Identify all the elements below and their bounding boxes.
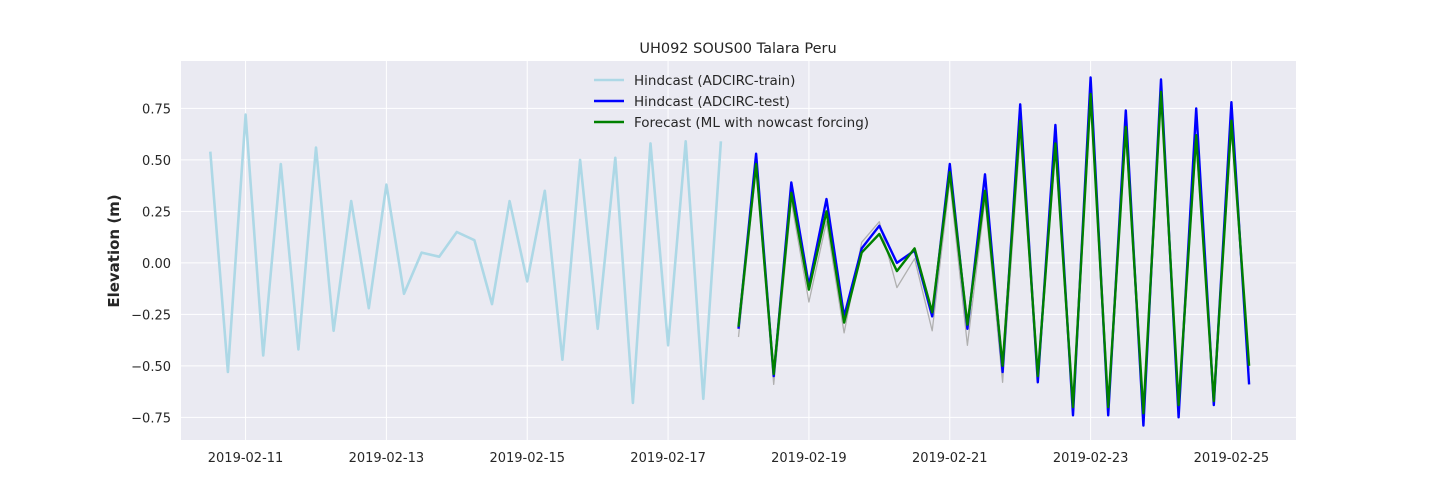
y-tick-label: 0.25 [142, 205, 171, 220]
legend-label-train: Hindcast (ADCIRC-train) [634, 73, 795, 89]
y-tick-label: −0.50 [131, 360, 171, 375]
x-tick-label: 2019-02-23 [1053, 451, 1129, 466]
chart-title: UH092 SOUS00 Talara Peru [639, 41, 836, 57]
x-tick-label: 2019-02-11 [208, 451, 284, 466]
x-tick-label: 2019-02-13 [349, 451, 425, 466]
series-line-forecast [737, 90, 1251, 415]
x-tick-label: 2019-02-17 [630, 451, 706, 466]
legend: Hindcast (ADCIRC-train) Hindcast (ADCIRC… [594, 73, 869, 131]
y-axis-label: Elevation (m) [105, 194, 123, 307]
y-tick-label: −0.75 [131, 411, 171, 426]
legend-label-test: Hindcast (ADCIRC-test) [634, 94, 790, 110]
x-tick-labels: 2019-02-11 2019-02-13 2019-02-15 2019-02-17… [208, 451, 1269, 466]
x-tick-label: 2019-02-21 [912, 451, 988, 466]
x-tick-label: 2019-02-19 [771, 451, 847, 466]
y-tick-label: −0.25 [131, 308, 171, 323]
y-tick-label: 0.50 [142, 154, 171, 169]
series-lines [209, 76, 1251, 427]
x-tick-label: 2019-02-25 [1194, 451, 1270, 466]
legend-label-forecast: Forecast (ML with nowcast forcing) [634, 115, 869, 131]
y-tick-label: 0.00 [142, 257, 171, 272]
series-line-hindcast-train [209, 113, 723, 405]
y-tick-labels: −0.75 −0.50 −0.25 0.00 0.25 0.50 0.75 [131, 102, 171, 426]
y-tick-label: 0.75 [142, 102, 171, 117]
x-tick-label: 2019-02-15 [489, 451, 565, 466]
